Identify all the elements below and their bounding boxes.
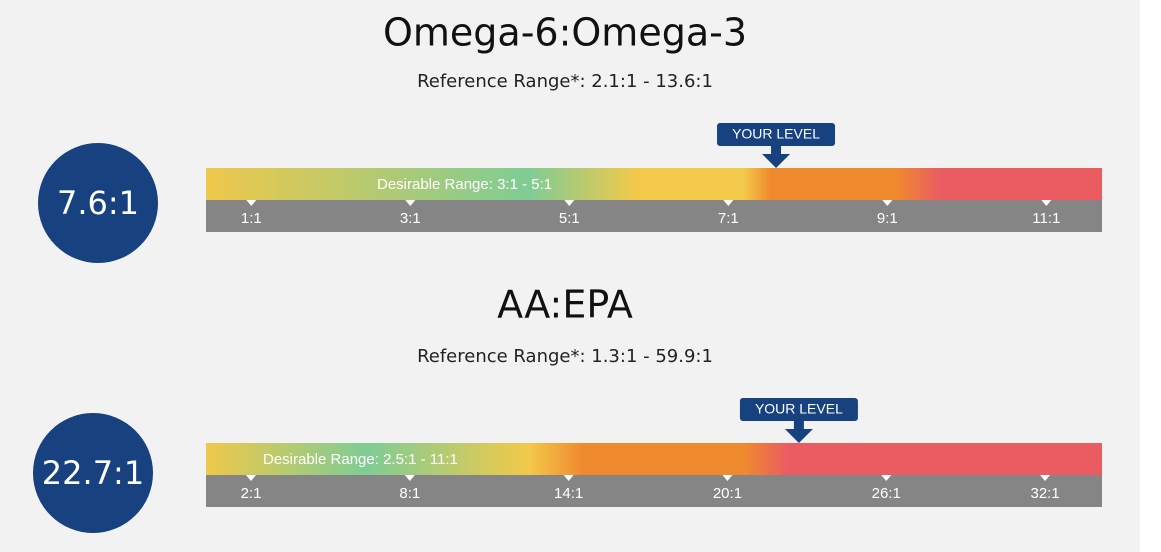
tick-label: 32:1 xyxy=(1030,485,1059,502)
panel-title: AA:EPA xyxy=(497,283,633,327)
level-marker xyxy=(762,146,791,168)
level-circle xyxy=(38,143,158,263)
level-marker-label: YOUR LEVEL xyxy=(732,126,820,142)
tick-label: 5:1 xyxy=(559,210,580,227)
tick-mark xyxy=(404,475,415,481)
tick-mark xyxy=(246,200,257,206)
reference-range: Reference Range*: 1.3:1 - 59.9:1 xyxy=(417,346,713,367)
level-marker-box xyxy=(717,123,836,146)
panel-title: Omega-6:Omega-3 xyxy=(383,11,747,55)
level-marker-label: YOUR LEVEL xyxy=(755,401,843,417)
desirable-range: Desirable Range: 2.5:1 - 11:1 xyxy=(263,451,458,468)
tick-label: 7:1 xyxy=(718,210,739,227)
reference-range: Reference Range*: 2.1:1 - 13.6:1 xyxy=(417,71,713,92)
scale-band xyxy=(206,475,1102,507)
desirable-range: Desirable Range: 3:1 - 5:1 xyxy=(377,176,552,193)
tick-mark xyxy=(1041,200,1052,206)
tick-mark xyxy=(245,475,256,481)
tick-label: 8:1 xyxy=(399,485,420,502)
tick-mark xyxy=(405,200,416,206)
tick-label: 9:1 xyxy=(877,210,898,227)
tick-label: 3:1 xyxy=(400,210,421,227)
tick-mark xyxy=(1040,475,1051,481)
range-bar xyxy=(206,443,1102,475)
tick-mark xyxy=(882,200,893,206)
tick-mark xyxy=(881,475,892,481)
level-value: 22.7:1 xyxy=(42,454,144,492)
tick-label: 1:1 xyxy=(241,210,262,227)
level-marker-box xyxy=(739,398,858,421)
tick-mark xyxy=(723,200,734,206)
tick-label: 14:1 xyxy=(554,485,583,502)
level-value: 7.6:1 xyxy=(57,184,139,222)
tick-mark xyxy=(564,200,575,206)
tick-label: 20:1 xyxy=(713,485,742,502)
range-bar xyxy=(206,168,1102,200)
level-marker xyxy=(784,421,813,443)
tick-label: 26:1 xyxy=(872,485,901,502)
level-circle xyxy=(33,413,153,533)
tick-mark xyxy=(722,475,733,481)
scale-band xyxy=(206,200,1102,232)
tick-mark xyxy=(563,475,574,481)
tick-label: 11:1 xyxy=(1032,210,1060,227)
tick-label: 2:1 xyxy=(241,485,262,502)
